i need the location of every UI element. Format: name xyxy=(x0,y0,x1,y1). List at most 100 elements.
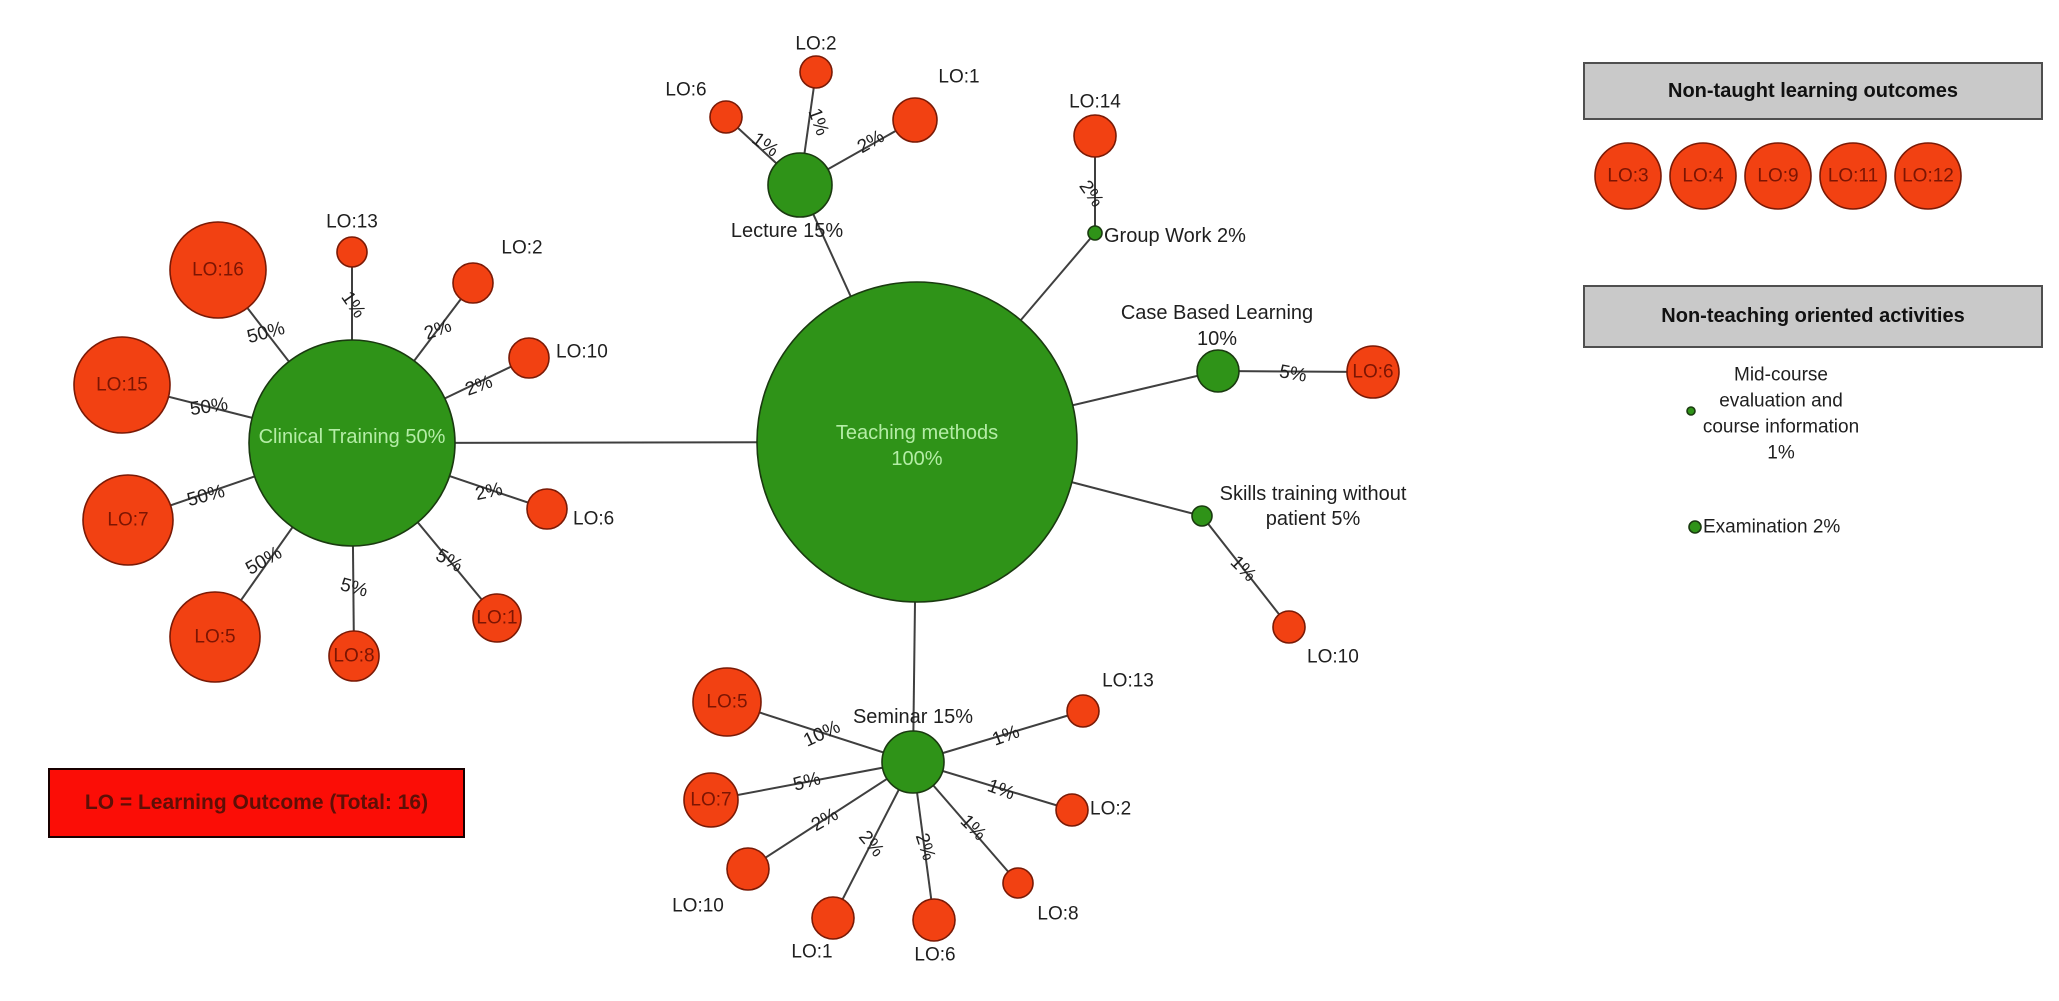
edge-label-case-based-learning-lo-6: 5% xyxy=(1278,361,1309,386)
node-clinical-training-lo-6 xyxy=(526,488,568,530)
node-label-case-based-learning: Case Based Learning xyxy=(1121,302,1313,324)
legend-activity-label-1: Examination 2% xyxy=(1703,517,1840,538)
leaf-label-lo-7: LO:7 xyxy=(107,510,148,531)
edge-label-clinical-training-lo-15: 50% xyxy=(189,394,230,420)
node-clinical-training-lo-8 xyxy=(328,630,380,682)
node-label-lecture: Lecture 15% xyxy=(731,220,844,242)
node-case-based-learning-lo-6 xyxy=(1346,345,1400,399)
node-lecture-lo-6 xyxy=(709,100,743,134)
node-lecture xyxy=(767,152,833,218)
node-clinical-training-lo-5 xyxy=(169,591,261,683)
edge-label-lecture-lo-6: 1% xyxy=(748,129,783,162)
edge-label-seminar-lo-6: 2% xyxy=(911,831,939,864)
edge-label-seminar-lo-13: 1% xyxy=(990,721,1023,750)
edge-label-clinical-training-lo-8: 5% xyxy=(338,574,370,601)
edge-label-seminar-lo-10: 2% xyxy=(808,804,842,836)
leaf-label-lo-7: LO:7 xyxy=(690,790,731,811)
node-clinical-training-lo-2 xyxy=(452,262,494,304)
legend-non-teaching-header: Non-teaching oriented activities xyxy=(1583,285,2043,348)
leaf-label-lo-6: LO:6 xyxy=(914,945,955,966)
node-label-skills-training-without-patient: Skills training without xyxy=(1220,483,1407,505)
node-label-teaching-methods: Teaching methods xyxy=(836,422,998,444)
legend-circle-lo-3 xyxy=(1594,142,1662,210)
leaf-label-lo-13: LO:13 xyxy=(326,212,378,233)
leaf-label-lo-2: LO:2 xyxy=(1090,799,1131,820)
node-clinical-training-lo-16 xyxy=(169,221,267,319)
node-label-group-work: Group Work 2% xyxy=(1104,225,1246,247)
edge-label-seminar-lo-1: 2% xyxy=(854,827,888,862)
edge-label-clinical-training-lo-13: 1% xyxy=(337,288,370,323)
leaf-label-lo-1: LO:1 xyxy=(791,942,832,963)
legend-activity-label-0: Mid-course xyxy=(1734,365,1828,386)
leaf-label-lo-10: LO:10 xyxy=(556,342,608,363)
edge-label-group-work-lo-14: 2% xyxy=(1075,177,1108,212)
leaf-label-lo-5: LO:5 xyxy=(194,627,235,648)
leaf-label-lo-10: LO:10 xyxy=(672,896,724,917)
leaf-label-lo-8: LO:8 xyxy=(333,646,374,667)
node-seminar-lo-8 xyxy=(1002,867,1034,899)
node-label-seminar: Seminar 15% xyxy=(853,706,973,728)
legend-circle-lo-11 xyxy=(1819,142,1887,210)
legend-circle-label-lo-4: LO:4 xyxy=(1682,166,1724,187)
edge-label-clinical-training-lo-16: 50% xyxy=(245,318,287,348)
node-clinical-training-lo-1 xyxy=(472,593,522,643)
edge-label-clinical-training-lo-6: 2% xyxy=(473,479,504,505)
node-seminar-lo-2 xyxy=(1055,793,1089,827)
leaf-label-lo-6: LO:6 xyxy=(665,80,706,101)
abbreviation-note: LO = Learning Outcome (Total: 16) xyxy=(48,768,465,838)
node-lecture-lo-1 xyxy=(892,97,938,143)
edge-label-clinical-training-lo-7: 50% xyxy=(185,481,227,511)
legend-activity-dot-1 xyxy=(1688,520,1702,534)
leaf-label-lo-2: LO:2 xyxy=(795,34,836,55)
node-seminar-lo-1 xyxy=(811,896,855,940)
node-teaching-methods xyxy=(756,281,1078,603)
legend-circle-label-lo-11: LO:11 xyxy=(1828,166,1878,187)
node-clinical-training xyxy=(248,339,456,547)
leaf-label-lo-6: LO:6 xyxy=(573,509,614,530)
legend-activity-label-0: course information xyxy=(1703,417,1859,438)
node-label-teaching-methods: 100% xyxy=(891,448,942,470)
node-clinical-training-lo-15 xyxy=(73,336,171,434)
legend-circle-lo-12 xyxy=(1894,142,1962,210)
node-label-clinical-training: Clinical Training 50% xyxy=(259,426,446,448)
legend-activity-label-0: evaluation and xyxy=(1719,391,1843,412)
legend-circle-lo-9 xyxy=(1744,142,1812,210)
node-clinical-training-lo-13 xyxy=(336,236,368,268)
edge-seminar-lo-10 xyxy=(747,761,914,870)
leaf-label-lo-10: LO:10 xyxy=(1307,647,1359,668)
node-seminar-lo-10 xyxy=(726,847,770,891)
node-label-case-based-learning: 10% xyxy=(1197,328,1237,350)
leaf-label-lo-5: LO:5 xyxy=(706,692,747,713)
legend-activity-dot-0 xyxy=(1686,406,1696,416)
node-lecture-lo-2 xyxy=(799,55,833,89)
legend-circle-lo-4 xyxy=(1669,142,1737,210)
edge-label-lecture-lo-1: 2% xyxy=(854,126,888,158)
edge-seminar-lo-7 xyxy=(710,761,914,801)
leaf-label-lo-1: LO:1 xyxy=(938,67,979,88)
leaf-label-lo-8: LO:8 xyxy=(1037,904,1078,925)
edge-skills-training-without-patient-lo-10 xyxy=(1201,515,1290,628)
edge-label-skills-training-without-patient-lo-10: 1% xyxy=(1226,552,1260,586)
edge-label-seminar-lo-2: 1% xyxy=(985,775,1018,804)
node-group-work-lo-14 xyxy=(1073,114,1117,158)
node-skills-training-without-patient xyxy=(1191,505,1213,527)
leaf-label-lo-15: LO:15 xyxy=(96,375,148,396)
node-skills-training-without-patient-lo-10 xyxy=(1272,610,1306,644)
node-clinical-training-lo-10 xyxy=(508,337,550,379)
leaf-label-lo-13: LO:13 xyxy=(1102,671,1154,692)
node-group-work xyxy=(1087,225,1103,241)
leaf-label-lo-2: LO:2 xyxy=(501,238,542,259)
node-seminar xyxy=(881,730,945,794)
node-clinical-training-lo-7 xyxy=(82,474,174,566)
edge-label-clinical-training-lo-5: 50% xyxy=(242,542,286,579)
leaf-label-lo-6: LO:6 xyxy=(1352,362,1393,383)
leaf-label-lo-16: LO:16 xyxy=(192,260,244,281)
edge-label-clinical-training-lo-1: 5% xyxy=(432,545,466,577)
edge-label-seminar-lo-7: 5% xyxy=(791,768,823,795)
node-seminar-lo-13 xyxy=(1066,694,1100,728)
legend-non-taught-header: Non-taught learning outcomes xyxy=(1583,62,2043,120)
edge-label-clinical-training-lo-2: 2% xyxy=(422,315,455,344)
node-seminar-lo-5 xyxy=(692,667,762,737)
